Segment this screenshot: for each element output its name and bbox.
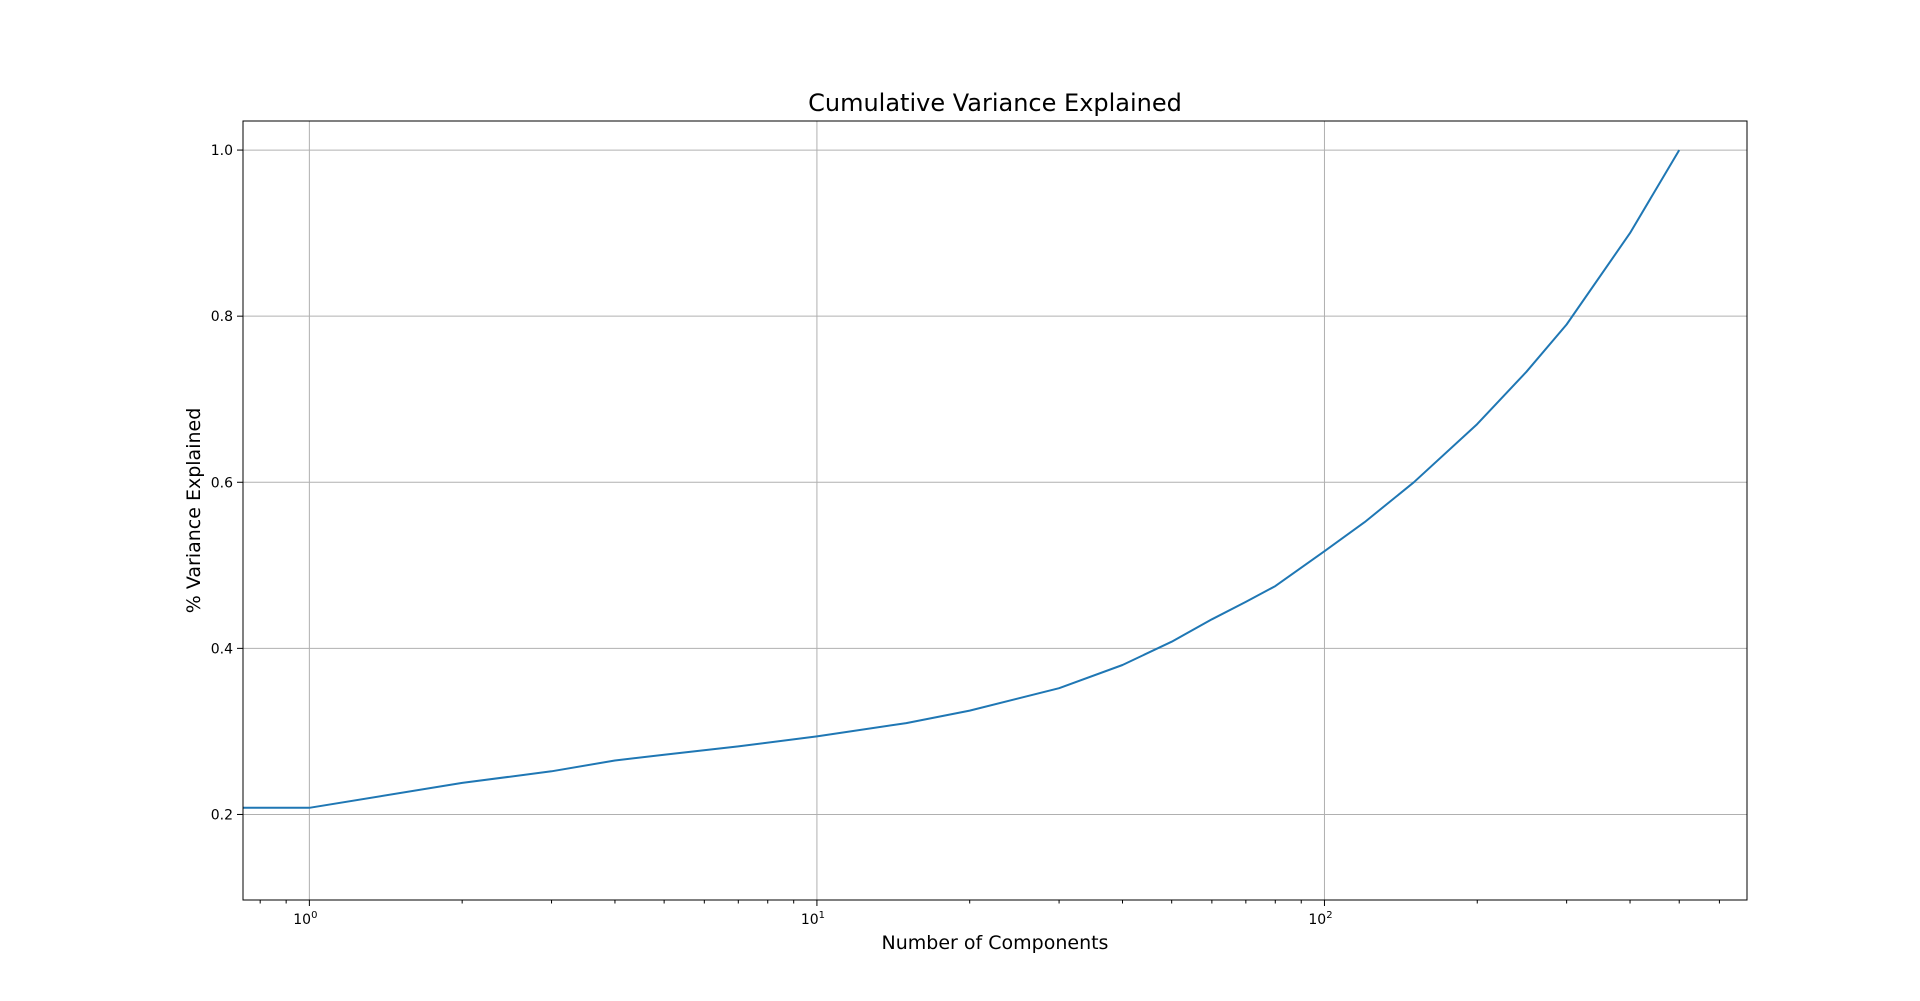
series-line bbox=[243, 149, 1681, 809]
y-tick-label: 0.8 bbox=[211, 309, 233, 325]
y-tick-label: 0.4 bbox=[211, 641, 233, 657]
x-tick-exponent: 0 bbox=[311, 910, 317, 921]
x-tick-exponent: 2 bbox=[1326, 910, 1332, 921]
y-tick-label: 0.2 bbox=[211, 807, 233, 823]
x-tick-exponent: 1 bbox=[819, 910, 825, 921]
x-tick-base: 10 bbox=[1308, 912, 1326, 928]
y-tick-label: 1.0 bbox=[211, 143, 233, 159]
y-axis-label: % Variance Explained bbox=[183, 408, 205, 614]
x-tick-base: 10 bbox=[801, 912, 819, 928]
plot-area bbox=[242, 120, 1748, 901]
x-tick-base: 10 bbox=[293, 912, 311, 928]
x-tick-label: 101 bbox=[801, 910, 825, 928]
x-tick-label: 100 bbox=[293, 910, 317, 928]
y-tick-label: 0.6 bbox=[211, 475, 233, 491]
chart-title: Cumulative Variance Explained bbox=[808, 89, 1182, 117]
x-tick-label: 102 bbox=[1308, 910, 1332, 928]
x-axis-label: Number of Components bbox=[882, 932, 1109, 954]
